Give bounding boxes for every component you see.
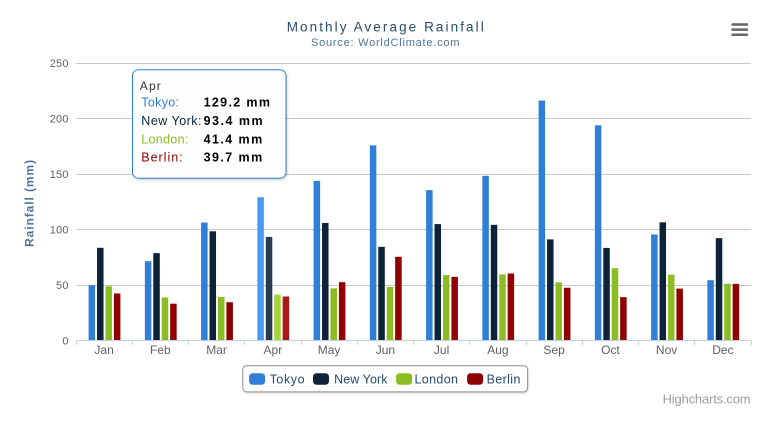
svg-text:250: 250 (50, 58, 69, 70)
svg-text:Jul: Jul (434, 343, 449, 357)
svg-text:150: 150 (50, 169, 69, 181)
svg-text:Highcharts.com: Highcharts.com (663, 391, 751, 406)
svg-text:129.2 mm: 129.2 mm (204, 96, 270, 110)
svg-text:0: 0 (62, 335, 68, 347)
svg-text:Feb: Feb (150, 343, 171, 357)
svg-text:100: 100 (50, 225, 69, 237)
svg-text:Aug: Aug (487, 343, 508, 357)
svg-text:Mar: Mar (206, 343, 227, 357)
svg-text:Dec: Dec (712, 343, 733, 357)
svg-text:Jan: Jan (94, 343, 113, 357)
svg-text:Apr: Apr (264, 343, 283, 357)
svg-text:41.4 mm: 41.4 mm (204, 132, 263, 146)
svg-text:London: London (415, 373, 459, 387)
svg-text:London:: London: (141, 132, 188, 146)
svg-text:Source: WorldClimate.com: Source: WorldClimate.com (311, 37, 460, 49)
svg-text:200: 200 (50, 114, 69, 126)
svg-text:New York: New York (334, 373, 388, 387)
svg-text:Nov: Nov (656, 343, 677, 357)
svg-text:Tokyo:: Tokyo: (141, 96, 179, 110)
svg-text:Berlin:: Berlin: (141, 151, 182, 165)
svg-text:Apr: Apr (140, 79, 161, 93)
svg-text:Oct: Oct (601, 343, 620, 357)
svg-text:May: May (318, 343, 341, 357)
svg-text:Jun: Jun (376, 343, 395, 357)
svg-text:93.4 mm: 93.4 mm (204, 114, 263, 128)
svg-text:Tokyo: Tokyo (270, 373, 305, 387)
svg-text:50: 50 (56, 280, 69, 292)
svg-text:New York:: New York: (141, 114, 201, 128)
svg-text:39.7 mm: 39.7 mm (204, 151, 263, 165)
svg-text:Berlin: Berlin (487, 373, 521, 387)
svg-text:Rainfall (mm): Rainfall (mm) (23, 160, 37, 247)
svg-text:Monthly Average Rainfall: Monthly Average Rainfall (287, 19, 484, 34)
svg-text:Sep: Sep (543, 343, 565, 357)
